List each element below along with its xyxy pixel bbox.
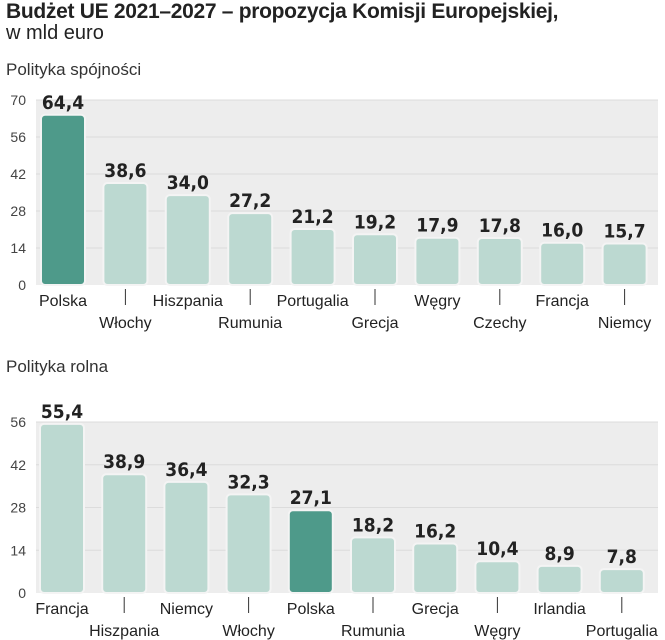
x-tick-label: Włochy bbox=[99, 315, 151, 332]
bar bbox=[598, 568, 645, 594]
y-tick-label: 14 bbox=[10, 240, 26, 256]
bar bbox=[227, 212, 274, 286]
y-tick-label: 42 bbox=[10, 457, 26, 473]
data-label: 32,3 bbox=[228, 471, 270, 493]
bar bbox=[225, 493, 272, 594]
y-tick-label: 0 bbox=[18, 277, 26, 293]
y-tick-label: 14 bbox=[10, 542, 26, 558]
data-label: 38,6 bbox=[104, 160, 146, 182]
bar bbox=[39, 422, 85, 595]
x-tick-label: Rumunia bbox=[341, 623, 405, 640]
chart-title-cohesion: Polityka spójności bbox=[6, 60, 142, 79]
x-tick-label: Irlandia bbox=[533, 601, 586, 618]
bar bbox=[474, 560, 521, 595]
x-tick-label: Francja bbox=[35, 601, 88, 618]
x-tick-label: Hiszpania bbox=[153, 293, 223, 310]
x-tick-label: Portugalia bbox=[277, 293, 349, 310]
x-tick-label: Hiszpania bbox=[89, 623, 159, 640]
x-tick-label: Niemcy bbox=[160, 601, 213, 618]
data-label: 17,8 bbox=[479, 215, 521, 237]
data-label: 21,2 bbox=[292, 206, 334, 228]
x-tick-label: Włochy bbox=[222, 623, 274, 640]
data-label: 16,2 bbox=[414, 521, 456, 543]
data-label: 38,9 bbox=[103, 451, 145, 473]
bar bbox=[412, 542, 459, 595]
figure-title: Budżet UE 2021–2027 – propozycja Komisji… bbox=[6, 0, 559, 23]
data-label: 15,7 bbox=[604, 221, 646, 243]
bar bbox=[350, 536, 396, 594]
data-label: 17,9 bbox=[416, 215, 458, 237]
x-tick-label: Polska bbox=[287, 601, 335, 618]
data-label: 16,0 bbox=[541, 220, 583, 242]
x-tick-label: Portugalia bbox=[586, 623, 658, 640]
y-tick-label: 42 bbox=[10, 166, 26, 182]
bar bbox=[536, 564, 583, 595]
y-tick-label: 28 bbox=[10, 203, 26, 219]
y-tick-label: 56 bbox=[10, 414, 26, 430]
bar bbox=[352, 233, 398, 286]
bar bbox=[163, 480, 210, 595]
bar bbox=[101, 473, 148, 594]
bar bbox=[414, 236, 461, 286]
bar bbox=[601, 242, 648, 286]
x-tick-label: Francja bbox=[536, 293, 589, 310]
bar bbox=[476, 236, 523, 286]
y-tick-label: 0 bbox=[18, 585, 26, 601]
data-label: 19,2 bbox=[354, 211, 396, 233]
x-tick-label: Węgry bbox=[474, 623, 520, 640]
data-label: 34,0 bbox=[167, 172, 209, 194]
data-label: 7,8 bbox=[607, 546, 637, 568]
data-label: 27,1 bbox=[290, 487, 332, 509]
x-tick-label: Niemcy bbox=[598, 315, 651, 332]
bar bbox=[289, 227, 336, 287]
x-tick-label: Grecja bbox=[412, 601, 459, 618]
data-label: 18,2 bbox=[352, 514, 394, 536]
data-label: 10,4 bbox=[476, 538, 518, 560]
x-tick-label: Polska bbox=[39, 293, 87, 310]
data-label: 27,2 bbox=[229, 190, 271, 212]
x-tick-label: Węgry bbox=[414, 293, 460, 310]
x-tick-label: Rumunia bbox=[218, 315, 282, 332]
y-tick-label: 28 bbox=[10, 500, 26, 516]
bar bbox=[287, 509, 334, 594]
figure-subtitle: w mld euro bbox=[6, 22, 104, 44]
chart-title-agriculture: Polityka rolna bbox=[6, 357, 109, 376]
y-tick-label: 56 bbox=[10, 129, 26, 145]
data-label: 36,4 bbox=[165, 459, 207, 481]
bar bbox=[164, 194, 211, 286]
bar bbox=[40, 113, 86, 286]
y-tick-label: 70 bbox=[10, 92, 26, 108]
bar bbox=[102, 181, 149, 286]
data-label: 8,9 bbox=[544, 543, 574, 565]
data-label: 64,4 bbox=[42, 92, 84, 114]
x-tick-label: Czechy bbox=[473, 315, 526, 332]
bar bbox=[539, 241, 586, 286]
x-tick-label: Grecja bbox=[351, 315, 398, 332]
data-label: 55,4 bbox=[41, 401, 83, 423]
